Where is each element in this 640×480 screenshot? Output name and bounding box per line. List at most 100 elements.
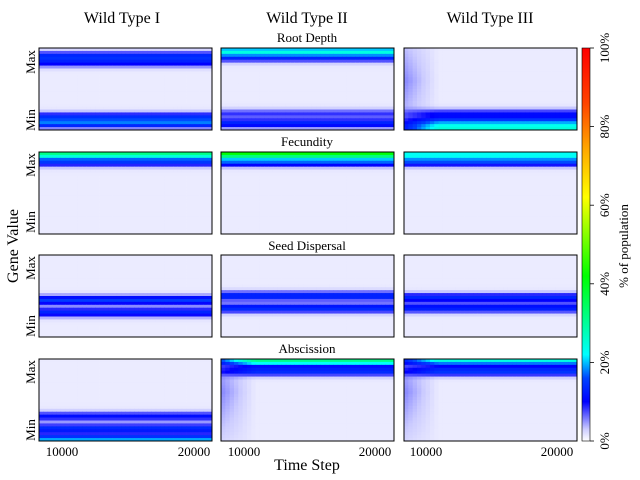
heatmap-cell	[272, 184, 278, 188]
heatmap-cell	[142, 124, 148, 128]
heatmap-cell	[90, 109, 96, 113]
heatmap-cell	[464, 115, 470, 119]
heatmap-cell	[151, 109, 157, 113]
heatmap-cell	[112, 112, 118, 116]
heatmap-cell	[151, 74, 157, 78]
heatmap-cell	[464, 112, 470, 116]
heatmap-cell	[39, 56, 44, 61]
heatmap-cell	[142, 201, 148, 206]
heatmap-cell	[412, 103, 418, 107]
heatmap-cell	[559, 83, 565, 87]
heatmap-cell	[103, 169, 109, 173]
heatmap-cell	[460, 89, 465, 93]
heatmap-cell	[90, 198, 96, 203]
heatmap-cell	[316, 178, 321, 182]
heatmap-cell	[121, 190, 126, 194]
heatmap-cell	[311, 169, 317, 173]
heatmap-cell	[177, 193, 183, 197]
heatmap-cell	[355, 112, 360, 116]
heatmap-cell	[359, 115, 365, 119]
heatmap-cell	[329, 106, 334, 110]
heatmap-cell	[268, 103, 274, 107]
heatmap-cell	[69, 193, 75, 197]
heatmap-cell	[121, 62, 126, 66]
heatmap-cell	[160, 166, 165, 170]
heatmap-cell	[147, 103, 152, 107]
heatmap-cell	[404, 127, 409, 131]
heatmap-cell	[186, 48, 191, 52]
heatmap-cell	[73, 187, 79, 191]
heatmap-cell	[277, 157, 282, 162]
heatmap-cell	[303, 152, 308, 156]
heatmap-cell	[199, 80, 204, 84]
heatmap-cell	[350, 106, 356, 110]
heatmap-cell	[77, 91, 83, 96]
heatmap-cell	[142, 62, 148, 66]
heatmap-cell	[464, 56, 470, 61]
heatmap-cell	[242, 89, 248, 93]
heatmap-cell	[64, 94, 70, 99]
heatmap-cell	[520, 50, 526, 55]
heatmap-cell	[281, 118, 287, 122]
heatmap-cell	[264, 175, 269, 179]
heatmap-cell	[82, 184, 87, 188]
heatmap-cell	[121, 106, 126, 110]
heatmap-cell	[142, 118, 148, 122]
heatmap-cell	[51, 190, 57, 194]
heatmap-cell	[181, 48, 187, 52]
heatmap-cell	[259, 181, 265, 185]
heatmap-cell	[39, 50, 44, 55]
heatmap-cell	[221, 181, 226, 185]
heatmap-cell	[51, 184, 57, 188]
heatmap-cell	[551, 100, 556, 105]
heatmap-cell	[438, 94, 444, 99]
heatmap-cell	[190, 97, 196, 102]
heatmap-cell	[103, 109, 109, 113]
heatmap-cell	[134, 100, 139, 105]
heatmap-cell	[86, 163, 92, 168]
heatmap-cell	[473, 71, 478, 75]
heatmap-cell	[251, 94, 257, 99]
heatmap-cell	[129, 207, 135, 211]
heatmap-cell	[125, 178, 131, 182]
heatmap-cell	[233, 184, 239, 188]
heatmap-cell	[77, 184, 83, 188]
heatmap-cell	[555, 71, 561, 75]
heatmap-cell	[233, 56, 239, 61]
heatmap-cell	[73, 181, 79, 185]
heatmap-cell	[350, 181, 356, 185]
heatmap-cell	[507, 127, 513, 131]
heatmap-cell	[51, 152, 57, 156]
heatmap-cell	[329, 124, 334, 128]
heatmap-cell	[90, 94, 96, 99]
heatmap-cell	[233, 77, 239, 81]
heatmap-cell	[438, 71, 444, 75]
heatmap-cell	[238, 71, 244, 75]
heatmap-cell	[190, 86, 196, 90]
heatmap-cell	[355, 152, 360, 156]
heatmap-cell	[324, 169, 330, 173]
heatmap-cell	[129, 231, 135, 235]
heatmap-cell	[368, 166, 373, 170]
heatmap-cell	[481, 50, 487, 55]
heatmap-cell	[73, 175, 79, 179]
heatmap-cell	[47, 115, 53, 119]
heatmap-cell	[69, 97, 75, 102]
heatmap-cell	[311, 59, 317, 64]
heatmap-cell	[99, 198, 105, 203]
heatmap-cell	[51, 210, 57, 214]
heatmap-cell	[190, 193, 196, 197]
heatmap-cell	[272, 187, 278, 191]
heatmap-cell	[99, 154, 105, 159]
heatmap-cell	[194, 169, 200, 173]
heatmap-cell	[408, 56, 414, 61]
heatmap-cell	[138, 201, 144, 206]
heatmap-cell	[507, 115, 513, 119]
heatmap-cell	[451, 68, 457, 72]
heatmap-cell	[129, 115, 135, 119]
heatmap-cell	[203, 178, 209, 182]
heatmap-cell	[342, 154, 347, 159]
heatmap-cell	[285, 71, 291, 75]
heatmap-cell	[442, 65, 448, 69]
heatmap-cell	[129, 210, 135, 214]
